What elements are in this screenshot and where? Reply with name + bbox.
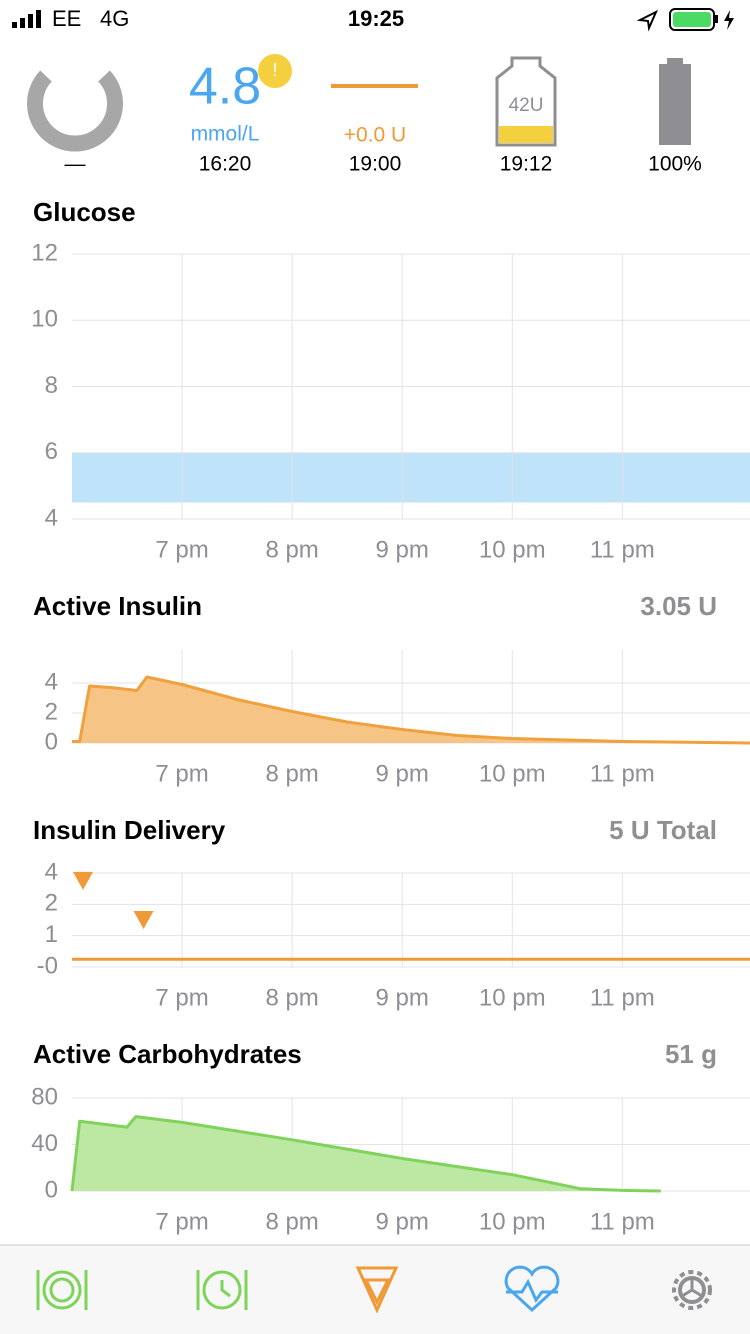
x-tick-label: 10 pm — [479, 1208, 546, 1235]
section-title: Active Carbohydrates — [33, 1039, 302, 1069]
battery-level — [673, 12, 711, 27]
signal-bar — [12, 22, 17, 28]
y-tick-label: 8 — [45, 372, 58, 399]
temp-basal-time: 19:00 — [349, 153, 402, 176]
x-tick-label: 8 pm — [265, 984, 318, 1011]
x-tick-label: 8 pm — [265, 1208, 318, 1235]
x-tick-label: 7 pm — [155, 984, 208, 1011]
line — [72, 675, 750, 745]
workout-button[interactable] — [504, 1265, 560, 1313]
hud[interactable]: — 4.8 ! mmol/L 16:20 +0.0 U 19:00 42U 19… — [27, 54, 702, 176]
y-tick-label: 4 — [45, 668, 58, 695]
temp-basal: +0.0 U — [344, 124, 406, 147]
y-tick-label: 1 — [45, 921, 58, 948]
alert-badge — [258, 54, 292, 88]
y-tick-label: 2 — [45, 698, 58, 725]
x-tick-label: 11 pm — [590, 536, 655, 563]
glucose-value: 4.8 — [189, 58, 261, 116]
status-bar: EE 4G 19:25 — [12, 6, 734, 32]
loop-icon — [27, 70, 123, 152]
battery-outline — [669, 8, 715, 31]
reservoir-time: 19:12 — [500, 153, 553, 176]
y-tick-label: 40 — [31, 1130, 58, 1157]
x-tick-label: 11 pm — [590, 1208, 655, 1235]
tab-bar — [0, 1244, 750, 1334]
bolus-button[interactable] — [355, 1266, 399, 1314]
location-icon — [636, 9, 659, 32]
charging-icon — [724, 10, 734, 30]
y-tick-label: 80 — [31, 1083, 58, 1110]
x-tick-label: 11 pm — [590, 760, 655, 787]
reservoir-level — [499, 126, 553, 143]
y-tick-label: 4 — [45, 504, 58, 531]
add-carbs-button[interactable] — [36, 1270, 88, 1310]
x-tick-label: 9 pm — [376, 1208, 429, 1235]
pump-battery-icon — [659, 64, 691, 145]
x-tick-label: 11 pm — [590, 984, 655, 1011]
signal-bar — [28, 14, 33, 28]
bolus-marker — [133, 911, 154, 929]
x-tick-label: 10 pm — [479, 984, 546, 1011]
network: 4G — [100, 6, 129, 31]
x-tick-label: 7 pm — [155, 1208, 208, 1235]
x-tick-label: 10 pm — [479, 536, 546, 563]
x-tick-label: 7 pm — [155, 760, 208, 787]
area — [72, 677, 750, 743]
signal-bar — [20, 18, 25, 28]
y-tick-label: 12 — [31, 239, 58, 266]
x-tick-label: 9 pm — [376, 536, 429, 563]
pump-battery: 100% — [648, 153, 702, 176]
section-summary: 3.05 U — [640, 591, 717, 621]
y-tick-label: 4 — [45, 858, 58, 885]
y-tick-label: 6 — [45, 438, 58, 465]
section-title: Insulin Delivery — [33, 815, 226, 845]
reservoir-value: 42U — [509, 95, 544, 116]
tab-bar-bg — [0, 1245, 750, 1334]
x-tick-label: 8 pm — [265, 760, 318, 787]
x-tick-label: 9 pm — [376, 760, 429, 787]
pump-battery-cap — [667, 58, 683, 64]
x-tick-label: 9 pm — [376, 984, 429, 1011]
battery-cap — [715, 15, 718, 23]
section-title: Glucose — [33, 197, 136, 227]
pre-meal-button[interactable] — [196, 1270, 248, 1310]
y-tick-label: 0 — [45, 728, 58, 755]
line — [70, 1115, 661, 1193]
bolus-marker — [73, 871, 94, 890]
x-tick-label: 10 pm — [479, 760, 546, 787]
signal-bar — [36, 10, 41, 28]
y-tick-label: 0 — [45, 1176, 58, 1203]
alert-text: ! — [272, 60, 277, 80]
loop-status: — — [65, 153, 86, 176]
y-tick-label: -0 — [37, 952, 58, 979]
glucose-unit: mmol/L — [191, 123, 260, 146]
x-tick-label: 7 pm — [155, 536, 208, 563]
section-summary: 51 g — [665, 1039, 717, 1069]
reservoir-icon — [495, 56, 557, 147]
carrier: EE — [52, 6, 81, 31]
x-tick-label: 8 pm — [265, 536, 318, 563]
y-tick-label: 10 — [31, 306, 58, 333]
clock: 19:25 — [348, 6, 404, 31]
settings-button[interactable] — [672, 1270, 712, 1310]
section-summary: 5 U Total — [609, 815, 717, 845]
section-title: Active Insulin — [33, 591, 202, 621]
target-range — [72, 452, 750, 503]
glucose-time: 16:20 — [199, 153, 252, 176]
y-tick-label: 2 — [45, 890, 58, 917]
